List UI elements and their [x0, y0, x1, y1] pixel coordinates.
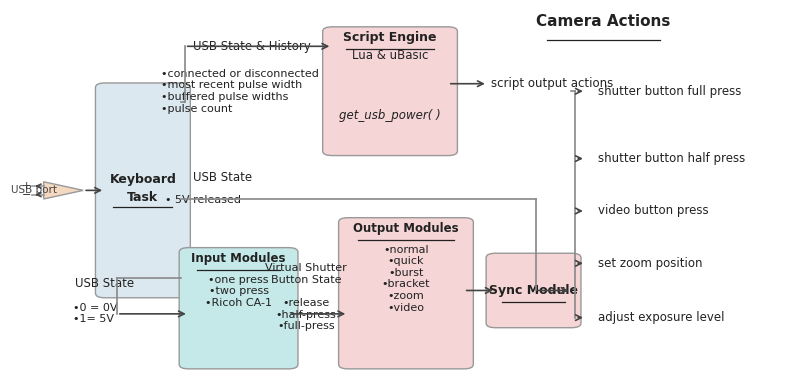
- Text: adjust exposure level: adjust exposure level: [598, 311, 724, 324]
- Text: USB State: USB State: [74, 277, 134, 290]
- Text: Keyboard: Keyboard: [110, 173, 176, 185]
- Text: Input Modules: Input Modules: [191, 251, 286, 265]
- Polygon shape: [44, 182, 83, 199]
- Text: •connected or disconnected
•most recent pulse width
•buffered pulse widths
•puls: •connected or disconnected •most recent …: [161, 69, 318, 113]
- Text: • 5V released: • 5V released: [165, 195, 241, 205]
- Text: video button press: video button press: [598, 204, 708, 218]
- FancyBboxPatch shape: [338, 218, 474, 369]
- Text: •one press
•two press
•Ricoh CA-1: •one press •two press •Ricoh CA-1: [205, 274, 272, 308]
- FancyBboxPatch shape: [179, 248, 298, 369]
- Text: USB port: USB port: [11, 185, 57, 195]
- Text: Output Modules: Output Modules: [353, 222, 458, 234]
- Text: −: −: [22, 190, 30, 200]
- FancyBboxPatch shape: [322, 27, 458, 156]
- Text: •0 = 0V
•1= 5V: •0 = 0V •1= 5V: [73, 303, 118, 324]
- Text: USB State: USB State: [193, 171, 252, 184]
- Text: Virtual Shutter
Button State

•release
•half-press
•full-press: Virtual Shutter Button State •release •h…: [265, 264, 347, 331]
- FancyBboxPatch shape: [95, 83, 190, 298]
- Text: USB State & History: USB State & History: [193, 40, 310, 53]
- Text: Sync Module: Sync Module: [489, 284, 578, 297]
- Text: Script Engine: Script Engine: [343, 31, 437, 44]
- Text: shutter button half press: shutter button half press: [598, 152, 745, 165]
- Text: shutter button full press: shutter button full press: [598, 85, 741, 98]
- Text: Lua & uBasic: Lua & uBasic: [352, 49, 428, 62]
- Text: set zoom position: set zoom position: [598, 257, 702, 270]
- Text: script output actions: script output actions: [491, 77, 613, 90]
- Text: get_usb_power( ): get_usb_power( ): [339, 109, 441, 122]
- Text: •normal
•quick
•burst
•bracket
•zoom
•video: •normal •quick •burst •bracket •zoom •vi…: [382, 245, 430, 313]
- Text: +: +: [22, 181, 30, 191]
- FancyBboxPatch shape: [486, 253, 581, 328]
- Text: Camera Actions: Camera Actions: [536, 14, 670, 29]
- Text: Task: Task: [127, 192, 158, 204]
